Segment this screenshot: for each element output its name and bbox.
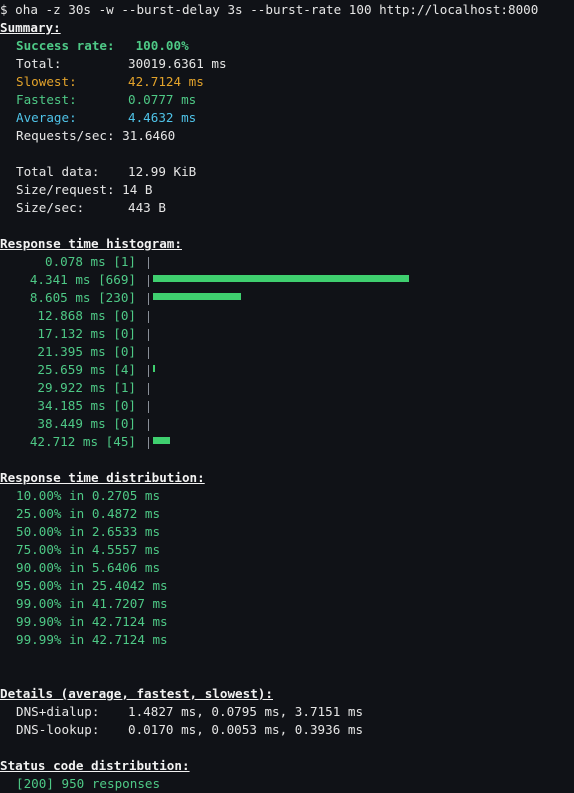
blank-line xyxy=(0,451,574,469)
blank-line xyxy=(0,217,574,235)
average-value: 4.4632 ms xyxy=(128,110,197,125)
histogram-axis-tick xyxy=(148,311,149,323)
blank-line xyxy=(0,739,574,757)
histogram-axis-tick xyxy=(148,419,149,431)
histogram-axis-tick xyxy=(148,293,149,305)
histogram-label: 17.132 ms [0] xyxy=(37,326,136,341)
total-data-value: 12.99 KiB xyxy=(128,164,197,179)
success-rate-row: Success rate: 100.00% xyxy=(0,37,574,55)
size-sec-label: Size/sec: xyxy=(16,200,85,215)
total-row: Total: 30019.6361 ms xyxy=(0,55,574,73)
histogram-row: 21.395 ms [0] xyxy=(0,343,574,361)
histogram-row: 42.712 ms [45] xyxy=(0,433,574,451)
success-rate-label: Success rate: xyxy=(16,38,115,53)
distribution-row: 10.00% in 0.2705 ms xyxy=(16,488,161,503)
histogram-row: 17.132 ms [0] xyxy=(0,325,574,343)
histogram-row: 25.659 ms [4] xyxy=(0,361,574,379)
size-sec-value: 443 B xyxy=(128,200,166,215)
blank-line xyxy=(0,145,574,163)
histogram-row: 29.922 ms [1] xyxy=(0,379,574,397)
total-data-label: Total data: xyxy=(16,164,100,179)
dns-dialup-value: 1.4827 ms, 0.0795 ms, 3.7151 ms xyxy=(128,704,364,719)
average-label: Average: xyxy=(16,110,77,125)
distribution-row: 50.00% in 2.6533 ms xyxy=(16,524,161,539)
total-data-row: Total data: 12.99 KiB xyxy=(0,163,574,181)
distribution-row: 99.00% in 41.7207 ms xyxy=(16,596,168,611)
fastest-value: 0.0777 ms xyxy=(128,92,197,107)
histogram-bar xyxy=(153,437,170,444)
distribution-row: 75.00% in 4.5557 ms xyxy=(16,542,161,557)
histogram-label: 25.659 ms [4] xyxy=(37,362,136,377)
size-sec-row: Size/sec: 443 B xyxy=(0,199,574,217)
histogram-row: 0.078 ms [1] xyxy=(0,253,574,271)
dns-lookup-value: 0.0170 ms, 0.0053 ms, 0.3936 ms xyxy=(128,722,364,737)
rps-label: Requests/sec: xyxy=(16,128,115,143)
size-request-row: Size/request: 14 B xyxy=(0,181,574,199)
size-request-label: Size/request: xyxy=(16,182,115,197)
histogram-row: 4.341 ms [669] xyxy=(0,271,574,289)
fastest-row: Fastest: 0.0777 ms xyxy=(0,91,574,109)
histogram-axis-tick xyxy=(148,329,149,341)
histogram-axis-tick xyxy=(148,401,149,413)
dns-dialup-label: DNS+dialup: xyxy=(16,704,100,719)
total-value: 30019.6361 ms xyxy=(128,56,227,71)
blank-line xyxy=(0,649,574,667)
distribution-row: 99.90% in 42.7124 ms xyxy=(16,614,168,629)
histogram-label: 0.078 ms [1] xyxy=(45,254,136,269)
histogram-label: 8.605 ms [230] xyxy=(29,290,136,305)
average-row: Average: 4.4632 ms xyxy=(0,109,574,127)
distribution-list: 10.00% in 0.2705 ms 25.00% in 0.4872 ms 50… xyxy=(0,487,574,649)
distribution-row: 25.00% in 0.4872 ms xyxy=(16,506,161,521)
histogram-label: 42.712 ms [45] xyxy=(29,434,136,449)
rps-value: 31.6460 xyxy=(122,128,176,143)
histogram-label: 38.449 ms [0] xyxy=(37,416,136,431)
distribution-row: 95.00% in 25.4042 ms xyxy=(16,578,168,593)
dns-lookup-row: DNS-lookup: 0.0170 ms, 0.0053 ms, 0.3936 … xyxy=(0,721,574,739)
fastest-label: Fastest: xyxy=(16,92,77,107)
distribution-header: Response time distribution: xyxy=(0,470,205,485)
distribution-row: 90.00% in 5.6406 ms xyxy=(16,560,161,575)
histogram-axis-tick xyxy=(148,365,149,377)
rps-row: Requests/sec: 31.6460 xyxy=(0,127,574,145)
details-header: Details (average, fastest, slowest): xyxy=(0,686,273,701)
distribution-row: 99.99% in 42.7124 ms xyxy=(16,632,168,647)
histogram-row: 12.868 ms [0] xyxy=(0,307,574,325)
summary-header: Summary: xyxy=(0,20,61,35)
command-line: $ oha -z 30s -w --burst-delay 3s --burst… xyxy=(0,2,539,17)
histogram-label: 34.185 ms [0] xyxy=(37,398,136,413)
histogram-row: 8.605 ms [230] xyxy=(0,289,574,307)
slowest-value: 42.7124 ms xyxy=(128,74,204,89)
histogram-bar xyxy=(153,275,409,282)
histogram-label: 29.922 ms [1] xyxy=(37,380,136,395)
histogram-axis-tick xyxy=(148,383,149,395)
total-label: Total: xyxy=(16,56,62,71)
status-200-line: [200] 950 responses xyxy=(16,776,161,791)
histogram-axis-tick xyxy=(148,437,149,449)
blank-line xyxy=(0,667,574,685)
histogram: 0.078 ms [1] 4.341 ms [669] 8.605 ms [230]… xyxy=(0,253,574,451)
success-rate-value: 100.00% xyxy=(135,38,189,53)
histogram-row: 38.449 ms [0] xyxy=(0,415,574,433)
status-header: Status code distribution: xyxy=(0,758,190,773)
histogram-bar xyxy=(153,293,241,300)
size-request-value: 14 B xyxy=(122,182,153,197)
slowest-row: Slowest: 42.7124 ms xyxy=(0,73,574,91)
histogram-label: 4.341 ms [669] xyxy=(29,272,136,287)
histogram-axis-tick xyxy=(148,257,149,269)
histogram-row: 34.185 ms [0] xyxy=(0,397,574,415)
histogram-header: Response time histogram: xyxy=(0,236,182,251)
slowest-label: Slowest: xyxy=(16,74,77,89)
histogram-label: 21.395 ms [0] xyxy=(37,344,136,359)
histogram-label: 12.868 ms [0] xyxy=(37,308,136,323)
dns-dialup-row: DNS+dialup: 1.4827 ms, 0.0795 ms, 3.7151 … xyxy=(0,703,574,721)
dns-lookup-label: DNS-lookup: xyxy=(16,722,100,737)
histogram-bar xyxy=(153,365,155,372)
histogram-axis-tick xyxy=(148,275,149,287)
histogram-axis-tick xyxy=(148,347,149,359)
